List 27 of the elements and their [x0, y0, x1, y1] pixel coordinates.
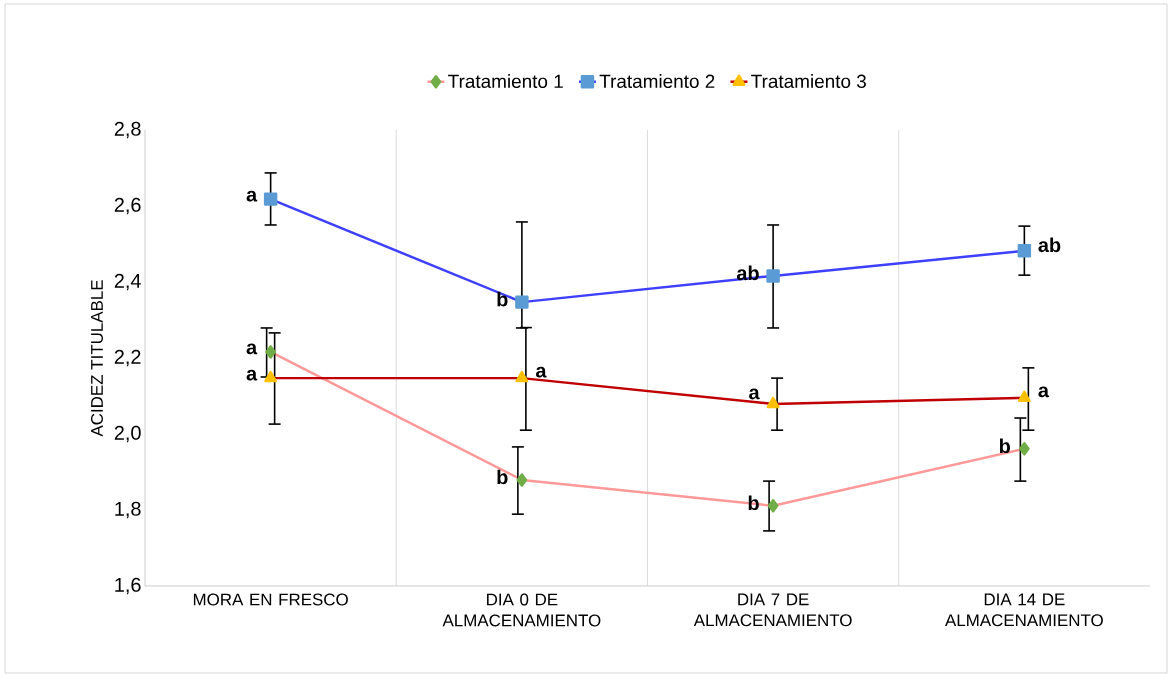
- y-tick-label: 2,0: [114, 425, 141, 443]
- legend-label: Tratamiento 3: [751, 74, 866, 89]
- annotation: b: [497, 469, 508, 485]
- annotation: a: [749, 388, 760, 400]
- annotation: ab: [736, 265, 759, 281]
- y-tick-label: 2,6: [114, 197, 141, 215]
- annotation: a: [1038, 386, 1050, 398]
- annotation: b: [999, 438, 1011, 454]
- x-tick-label: DIA 7 DE ALMACENAMIENTO: [693, 593, 852, 627]
- annotation: a: [535, 366, 547, 378]
- y-axis-title: ACIDEZ TITULABLE: [90, 280, 103, 437]
- x-tick-label: MORA EN FRESCO: [193, 593, 348, 606]
- annotation: a: [246, 190, 258, 202]
- annotation: a: [246, 343, 258, 355]
- annotation: b: [748, 495, 759, 511]
- y-tick-label: 1,8: [115, 501, 141, 519]
- annotation: ab: [1038, 237, 1061, 253]
- x-tick-label: DIA 14 DE ALMACENAMIENTO: [945, 593, 1103, 627]
- y-tick-label: 2,4: [114, 273, 141, 291]
- annotation: b: [497, 291, 508, 307]
- y-tick-label: 2,2: [114, 349, 141, 367]
- legend-label: Tratamiento 2: [599, 74, 715, 89]
- y-tick-label: 2,8: [114, 121, 141, 139]
- y-tick-label: 1,6: [115, 577, 141, 595]
- legend-label: Tratamiento 1: [448, 74, 563, 89]
- annotation: a: [246, 369, 258, 381]
- x-tick-label: DIA 0 DE ALMACENAMIENTO: [442, 593, 601, 627]
